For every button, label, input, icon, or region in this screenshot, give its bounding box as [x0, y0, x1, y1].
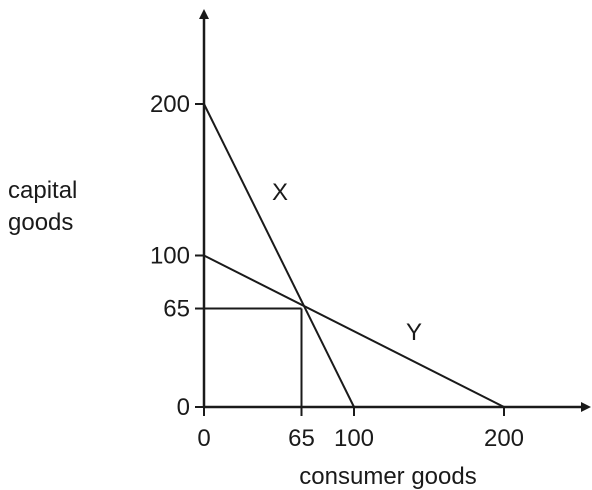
series-label-y: Y: [406, 319, 422, 346]
series-line-x: [204, 104, 354, 407]
series-label-x: X: [272, 179, 288, 206]
y-axis-label-line-2: goods: [8, 209, 73, 236]
x-tick-label: 200: [484, 425, 524, 452]
y-tick-label: 65: [163, 296, 190, 323]
y-tick-label: 200: [150, 91, 190, 118]
x-axis-label: consumer goods: [299, 463, 476, 490]
y-tick-label: 100: [150, 243, 190, 270]
x-tick-label: 100: [334, 425, 374, 452]
y-tick-label: 0: [177, 394, 190, 421]
x-tick-label: 0: [197, 425, 210, 452]
y-axis-label-line-1: capital: [8, 177, 77, 204]
series-line-y: [204, 256, 504, 408]
x-tick-label: 65: [288, 425, 315, 452]
